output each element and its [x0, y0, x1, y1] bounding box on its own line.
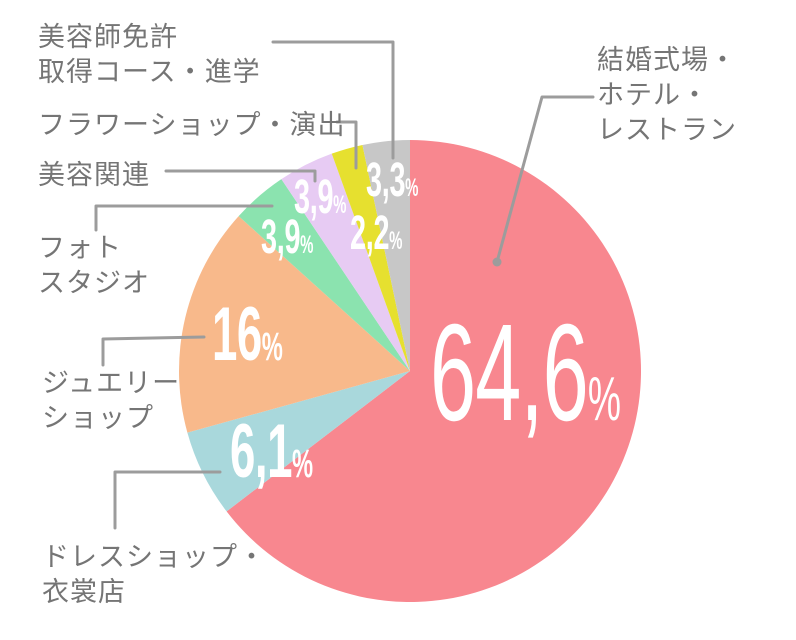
value-digits: 2,2 — [350, 207, 390, 260]
value-digits: 6,1 — [230, 409, 293, 494]
value-label-wedding: 64,6% — [430, 304, 621, 442]
callout-dress-line2: 衣裳店 — [42, 577, 126, 608]
leader-line-photo — [94, 204, 274, 232]
pie-slice-wedding — [226, 140, 642, 602]
leader-line-license — [271, 40, 395, 160]
percent-sign: % — [389, 227, 403, 255]
callout-flower-line1: フラワーショップ・演出 — [38, 110, 346, 140]
value-label-dress: 6,1% — [230, 414, 313, 490]
callout-label-dress: ドレスショップ・ 衣裳店 — [42, 540, 266, 610]
percent-sign: % — [587, 365, 621, 434]
callout-label-wedding: 結婚式場・ ホテル・ レストラン — [597, 43, 737, 148]
leader-lines — [94, 40, 595, 530]
pie-slice-license — [362, 140, 410, 371]
callout-wedding-line1: 結婚式場・ — [597, 45, 737, 75]
value-label-beauty: 3,9% — [294, 174, 346, 222]
callout-wedding-line3: レストラン — [597, 115, 737, 146]
value-label-photo: 3,9% — [261, 214, 313, 262]
pie-slice-beauty — [281, 153, 410, 371]
pie-slice-flower — [331, 144, 410, 371]
callout-jewelry-line2: ショップ — [42, 403, 154, 434]
percent-sign: % — [300, 231, 314, 259]
leader-line-flower — [335, 120, 358, 170]
pie-slices — [179, 140, 642, 602]
leader-line-dress — [113, 470, 222, 530]
leader-line-jewelry — [101, 335, 206, 367]
callout-label-flower: フラワーショップ・演出 — [38, 108, 345, 143]
pie-slice-dress — [187, 371, 410, 512]
value-digits: 3,9 — [261, 211, 301, 264]
value-label-flower: 2,2% — [350, 210, 402, 258]
callout-label-photo: フォト スタジオ — [38, 231, 150, 301]
value-label-license: 3,3% — [366, 157, 418, 205]
value-digits: 3,3 — [366, 154, 406, 207]
pie-slice-jewelry — [179, 216, 410, 433]
value-digits: 3,9 — [294, 171, 334, 224]
callout-label-beauty: 美容関連 — [38, 158, 150, 193]
leader-line-beauty — [164, 169, 317, 183]
percent-sign: % — [292, 442, 313, 486]
callout-jewelry-line1: ジュエリー — [42, 368, 181, 398]
callout-dress-line1: ドレスショップ・ — [42, 542, 266, 572]
percent-sign: % — [333, 191, 347, 219]
value-digits: 16 — [212, 292, 262, 377]
callout-license-line1: 美容師免許 — [38, 22, 178, 52]
leader-line-wedding — [495, 95, 595, 264]
pie-slice-photo — [238, 179, 410, 371]
value-label-jewelry: 16% — [212, 297, 283, 373]
leader-dot-wedding — [492, 257, 502, 267]
callout-beauty-line1: 美容関連 — [38, 160, 150, 190]
percent-sign: % — [261, 325, 283, 369]
callout-photo-line1: フォト — [38, 233, 122, 263]
callout-wedding-line2: ホテル・ — [597, 80, 709, 111]
percent-sign: % — [405, 174, 419, 202]
callout-label-license: 美容師免許 取得コース・進学 — [38, 20, 261, 90]
callout-license-line2: 取得コース・進学 — [38, 57, 261, 88]
callout-label-jewelry: ジュエリー ショップ — [42, 366, 180, 436]
value-digits: 64,6 — [430, 296, 589, 450]
callout-photo-line2: スタジオ — [38, 268, 150, 299]
